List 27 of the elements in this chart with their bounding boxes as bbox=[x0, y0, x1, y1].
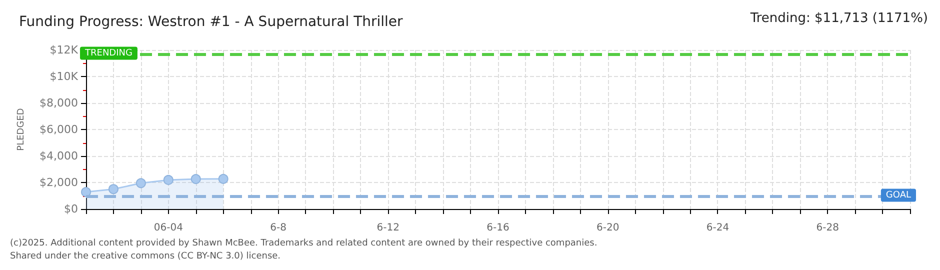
chart-title: Funding Progress: Westron #1 - A Supernatural Thriller bbox=[19, 14, 404, 30]
x-tick-label: 06-04 bbox=[154, 222, 183, 234]
chart-subtitle: Trending: $11,713 (1171%) bbox=[749, 11, 928, 26]
y-tick-label: $4,000 bbox=[40, 150, 78, 162]
text: (c)2025. Additional content provided by Shawn McBee. Trademarks and related content are owned by their respective companies. bbox=[10, 238, 598, 248]
y-tick-label: $8,000 bbox=[40, 96, 78, 110]
y-tick-label: $0 bbox=[64, 202, 78, 216]
point bbox=[190, 174, 201, 184]
x-tick-label: 6-8 bbox=[270, 222, 286, 234]
x-tick-label: 6-16 bbox=[486, 222, 510, 234]
x-tick-label: 6-28 bbox=[816, 222, 839, 234]
point bbox=[81, 187, 91, 198]
y-tick-label: $12K bbox=[50, 44, 79, 56]
point bbox=[136, 178, 146, 188]
y-tick-label: $10K bbox=[50, 70, 79, 83]
x-tick-label: 6-12 bbox=[376, 222, 400, 234]
x-tick-label: 6-20 bbox=[596, 222, 620, 234]
point bbox=[163, 174, 174, 185]
y-tick-label: $2,000 bbox=[40, 176, 78, 189]
x-tick-label: 6-24 bbox=[706, 222, 730, 234]
y-tick-label: $6,000 bbox=[40, 123, 78, 136]
ref-line-label: TRENDING bbox=[84, 48, 132, 58]
point bbox=[218, 174, 228, 184]
point bbox=[108, 184, 118, 194]
text: Shared under the creative commons (CC BY-NC 3.0) license. bbox=[10, 252, 281, 262]
y-axis-title: PLEDGED bbox=[16, 108, 26, 151]
ref-line-label: GOAL bbox=[886, 190, 911, 200]
